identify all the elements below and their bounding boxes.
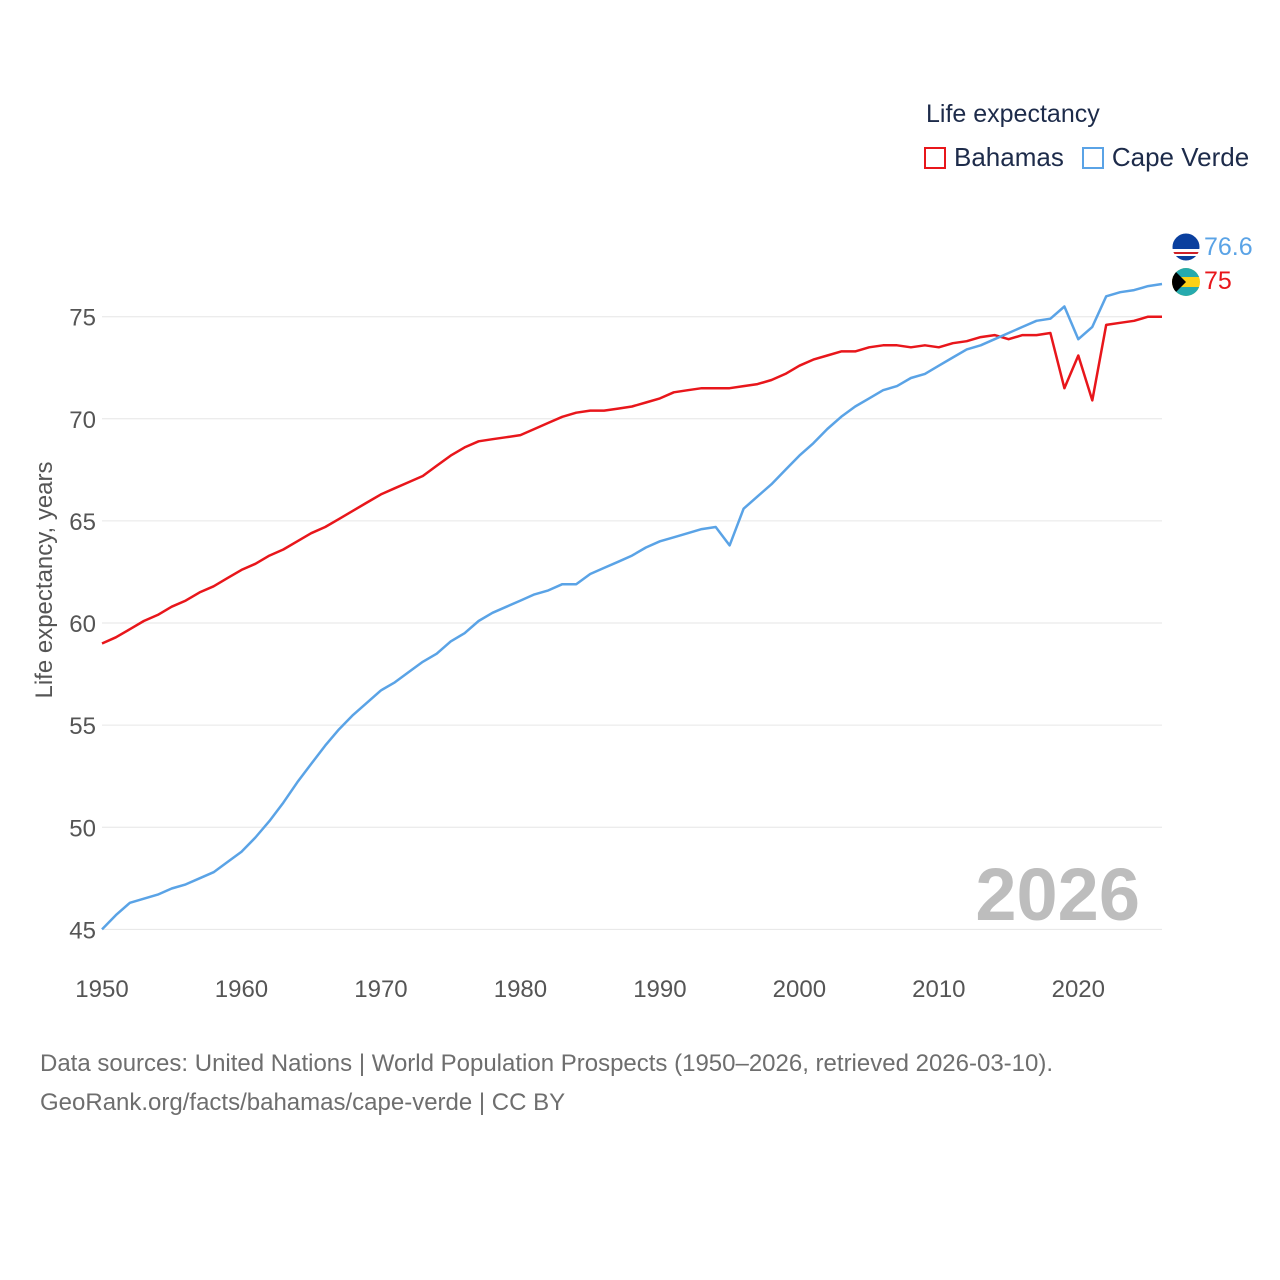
legend-swatch-bahamas: [924, 146, 946, 169]
y-tick-label: 65: [69, 509, 96, 536]
y-tick-label: 60: [69, 611, 96, 638]
legend-swatch-cape-verde: [1081, 146, 1104, 169]
y-axis-ticks: 45 50 55 60 65 70 75: [69, 305, 96, 945]
series-lines: [101, 282, 1163, 931]
cape-verde-flag-icon: [1171, 232, 1201, 262]
y-tick-label: 75: [69, 305, 96, 332]
x-tick-label: 1970: [354, 976, 407, 1003]
y-tick-label: 55: [69, 713, 96, 740]
y-tick-label: 45: [69, 917, 96, 944]
bahamas-end-value: 75: [1204, 267, 1232, 295]
legend-label-bahamas: Bahamas: [954, 142, 1064, 172]
cape-verde-end-value: 76.6: [1204, 233, 1253, 261]
y-tick-label: 50: [69, 815, 96, 842]
year-watermark: 2026: [975, 853, 1140, 936]
x-tick-label: 1950: [75, 976, 128, 1003]
x-axis-ticks: 1950 1960 1970 1980 1990 2000 2010 2020: [75, 976, 1105, 1003]
series-end-markers: 76.6 75: [1171, 232, 1253, 296]
legend-title: Life expectancy: [926, 100, 1100, 128]
y-tick-label: 70: [69, 407, 96, 434]
bahamas-flag-icon: [1172, 268, 1200, 296]
x-tick-label: 1960: [215, 976, 268, 1003]
x-tick-label: 2000: [773, 976, 826, 1003]
legend-item-bahamas[interactable]: Bahamas: [924, 142, 1064, 173]
x-tick-label: 1980: [494, 976, 547, 1003]
legend-item-cape-verde[interactable]: Cape Verde: [1081, 142, 1250, 173]
source-line-1: Data sources: United Nations | World Pop…: [40, 1050, 1054, 1077]
x-tick-label: 2020: [1052, 976, 1105, 1003]
legend-label-cape-verde: Cape Verde: [1111, 142, 1250, 172]
series-line-cape-verde[interactable]: [101, 282, 1163, 931]
legend: Bahamas Cape Verde: [924, 142, 1267, 173]
series-line-bahamas[interactable]: [101, 315, 1162, 645]
source-line-2[interactable]: GeoRank.org/facts/bahamas/cape-verde | C…: [40, 1089, 566, 1116]
y-axis-label: Life expectancy, years: [31, 461, 58, 698]
x-tick-label: 1990: [633, 976, 686, 1003]
source-note: Data sources: United Nations | World Pop…: [40, 1044, 1053, 1122]
grid-lines: [102, 316, 1162, 930]
x-tick-label: 2010: [912, 976, 965, 1003]
